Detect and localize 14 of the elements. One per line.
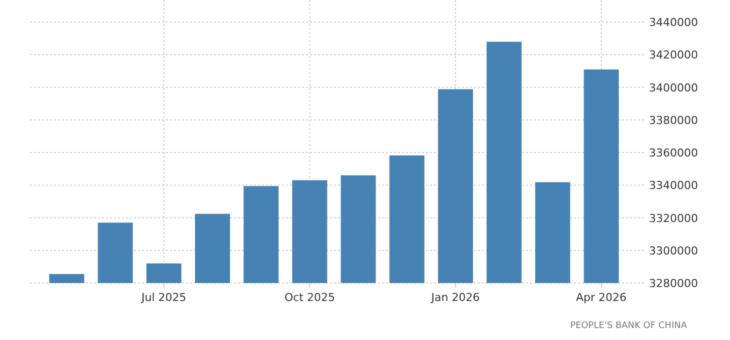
y-tick-label: 3340000 — [649, 179, 698, 192]
y-tick-label: 3280000 — [649, 277, 698, 290]
y-tick-label: 3400000 — [649, 81, 698, 94]
x-tick-label: Jul 2025 — [140, 291, 186, 304]
x-tick-label: Oct 2025 — [284, 291, 335, 304]
y-tick-label: 3300000 — [649, 244, 698, 258]
y-tick-label: 3320000 — [649, 212, 698, 225]
y-tick-label: 3420000 — [649, 48, 698, 62]
y-tick-label: 3440000 — [649, 16, 698, 29]
y-tick-label: 3360000 — [649, 146, 698, 160]
x-tick-label: Jan 2026 — [430, 291, 480, 304]
x-tick-label: Apr 2026 — [576, 291, 627, 304]
text: PEOPLE'S BANK OF CHINA — [570, 321, 688, 331]
y-tick-label: 3380000 — [649, 114, 698, 127]
